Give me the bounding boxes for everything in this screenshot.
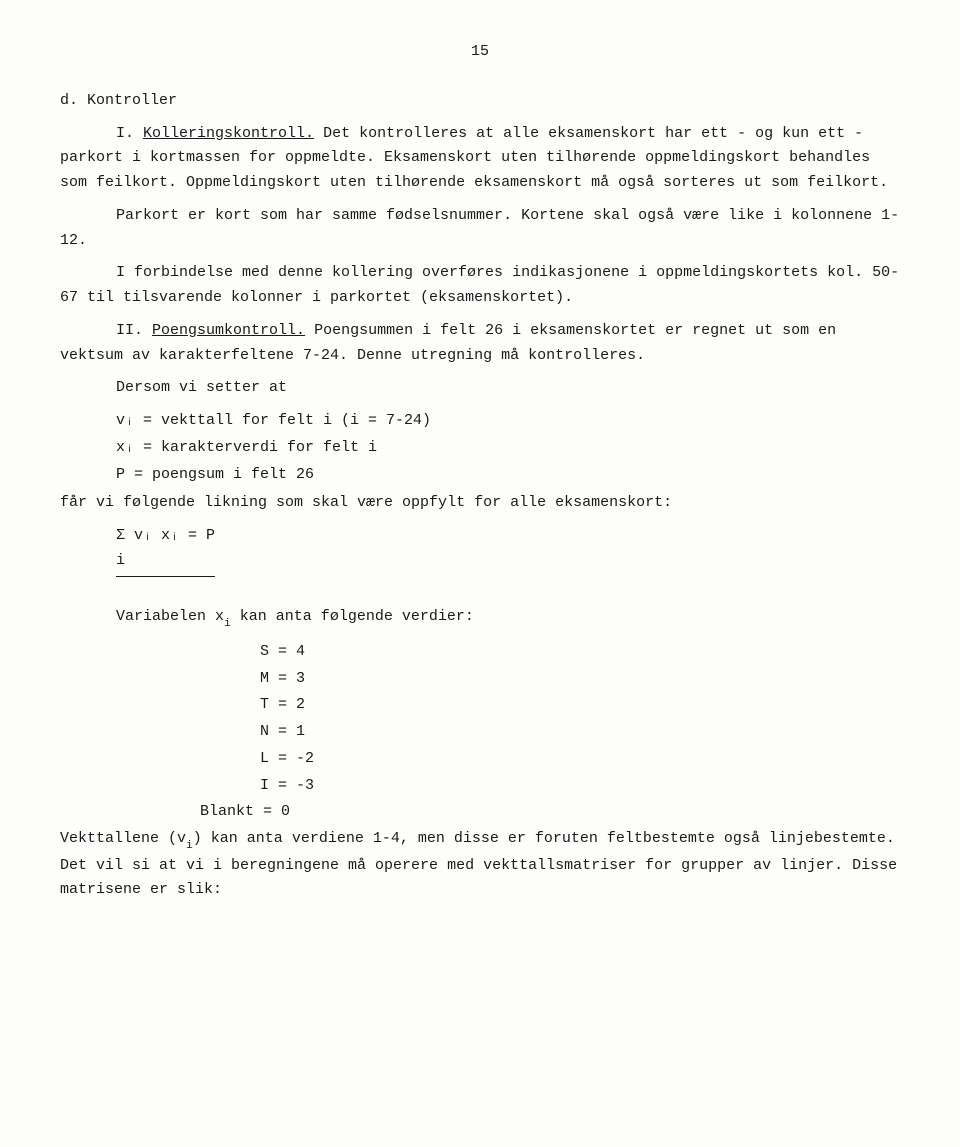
para8-pre: Vekttallene (v — [60, 830, 186, 847]
para7-sub: i — [224, 618, 231, 630]
paragraph-7: Variabelen xi kan anta følgende verdier: — [60, 605, 900, 632]
section-2-paragraph: II. Poengsumkontroll. Poengsummen i felt… — [60, 319, 900, 369]
equation-text: Σ vᵢ xᵢ = P — [116, 527, 215, 544]
definitions: vᵢ = vekttall for felt i (i = 7-24) xᵢ =… — [116, 409, 900, 487]
heading-d: d. Kontroller — [60, 89, 900, 114]
variable-values: S = 4 M = 3 T = 2 N = 1 L = -2 I = -3 Bl… — [260, 640, 900, 825]
def-v: vᵢ = vekttall for felt i (i = 7-24) — [116, 409, 900, 434]
val-s: S = 4 — [260, 640, 900, 665]
val-m: M = 3 — [260, 667, 900, 692]
val-l: L = -2 — [260, 747, 900, 772]
paragraph-2: Parkort er kort som har samme fødselsnum… — [60, 204, 900, 254]
paragraph-8: Vekttallene (vi) kan anta verdiene 1-4, … — [60, 827, 900, 903]
section-1-label: I. — [116, 125, 134, 142]
val-blank: Blankt = 0 — [200, 800, 900, 825]
equation-sub: i — [116, 552, 125, 569]
paragraph-6: får vi følgende likning som skal være op… — [60, 491, 900, 516]
equation: Σ vᵢ xᵢ = P i — [116, 524, 215, 577]
section-2-label: II. — [116, 322, 143, 339]
val-i: I = -3 — [260, 774, 900, 799]
section-1-title: Kolleringskontroll. — [143, 125, 314, 142]
para7-post: kan anta følgende verdier: — [231, 608, 474, 625]
val-t: T = 2 — [260, 693, 900, 718]
para8-sub: i — [186, 840, 193, 852]
equation-block: Σ vᵢ xᵢ = P i — [116, 524, 900, 577]
val-n: N = 1 — [260, 720, 900, 745]
def-x: xᵢ = karakterverdi for felt i — [116, 436, 900, 461]
def-p: P = poengsum i felt 26 — [116, 463, 900, 488]
para7-pre: Variabelen x — [116, 608, 224, 625]
section-1-paragraph: I. Kolleringskontroll. Det kontrolleres … — [60, 122, 900, 196]
section-2-title: Poengsumkontroll. — [152, 322, 305, 339]
paragraph-5: Dersom vi setter at — [60, 376, 900, 401]
paragraph-3: I forbindelse med denne kollering overfø… — [60, 261, 900, 311]
page-number: 15 — [60, 40, 900, 65]
